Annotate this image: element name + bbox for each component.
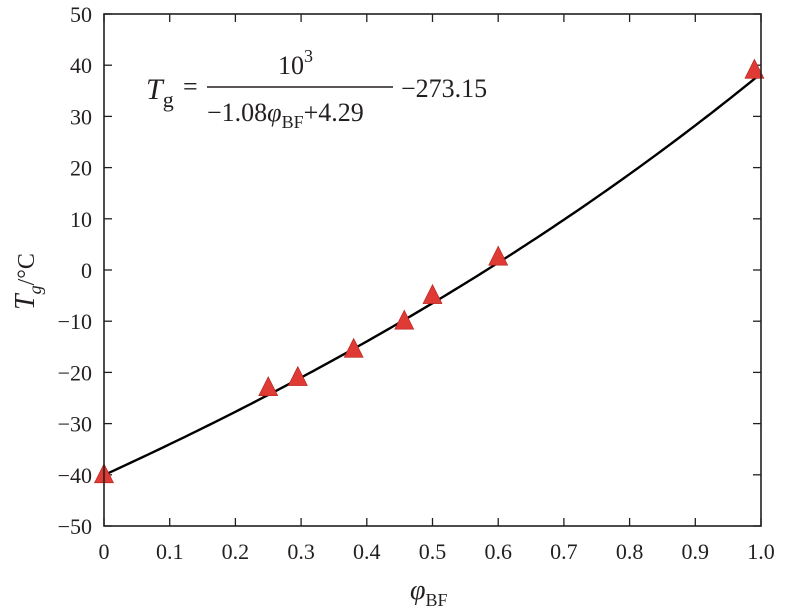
markers-layer — [94, 58, 765, 484]
x-tick-label: 0.6 — [484, 539, 512, 564]
equation-lhs: Tg — [146, 73, 174, 112]
y-tick-label: 30 — [70, 104, 92, 129]
x-axis-label: φBF — [410, 575, 448, 610]
x-tick-label: 0.5 — [419, 539, 447, 564]
data-point-marker — [394, 309, 415, 330]
plot-frame — [103, 13, 762, 527]
x-tick-label: 0.3 — [287, 539, 315, 564]
x-tick-label: 0 — [99, 539, 110, 564]
x-tick-label: 0.7 — [550, 539, 578, 564]
data-point-marker — [343, 337, 364, 358]
data-point-marker — [287, 365, 308, 386]
data-point-marker — [488, 245, 509, 266]
y-tick-label: −10 — [58, 309, 92, 334]
y-tick-label: 40 — [70, 53, 92, 78]
fit-curve — [103, 72, 762, 477]
x-tick-label: 1.0 — [747, 539, 775, 564]
data-point-marker — [422, 283, 443, 304]
y-tick-label: −50 — [58, 514, 92, 539]
data-point-marker — [258, 376, 279, 397]
equation-numerator: 103 — [278, 46, 313, 80]
y-tick-label: 50 — [70, 2, 92, 27]
y-tick-label: −40 — [58, 463, 92, 488]
tick-labels-layer: 0 0.1 0.2 0.3 0.4 0.5 0.6 0.7 0.8 0.9 1.0 −50 −40 −30… — [58, 2, 775, 564]
x-tick-label: 0.8 — [616, 539, 644, 564]
y-tick-label: 0 — [81, 258, 92, 283]
y-axis-label: Tg/°C — [10, 253, 45, 310]
y-tick-label: 20 — [70, 156, 92, 181]
x-tick-label: 0.1 — [156, 539, 184, 564]
x-tick-label: 0.4 — [353, 539, 381, 564]
equation-annotation: Tg = 103 −1.08φBF+4.29 −273.15 — [146, 46, 487, 132]
y-tick-label: −30 — [58, 412, 92, 437]
y-tick-label: −20 — [58, 360, 92, 385]
equation-equals: = — [183, 72, 198, 101]
x-tick-label: 0.2 — [222, 539, 250, 564]
x-tick-label: 0.9 — [682, 539, 710, 564]
equation-tail: −273.15 — [401, 74, 487, 103]
equation-denominator: −1.08φBF+4.29 — [207, 98, 364, 132]
y-tick-label: 10 — [70, 207, 92, 232]
curve-layer — [103, 72, 762, 477]
data-point-marker — [744, 58, 765, 79]
